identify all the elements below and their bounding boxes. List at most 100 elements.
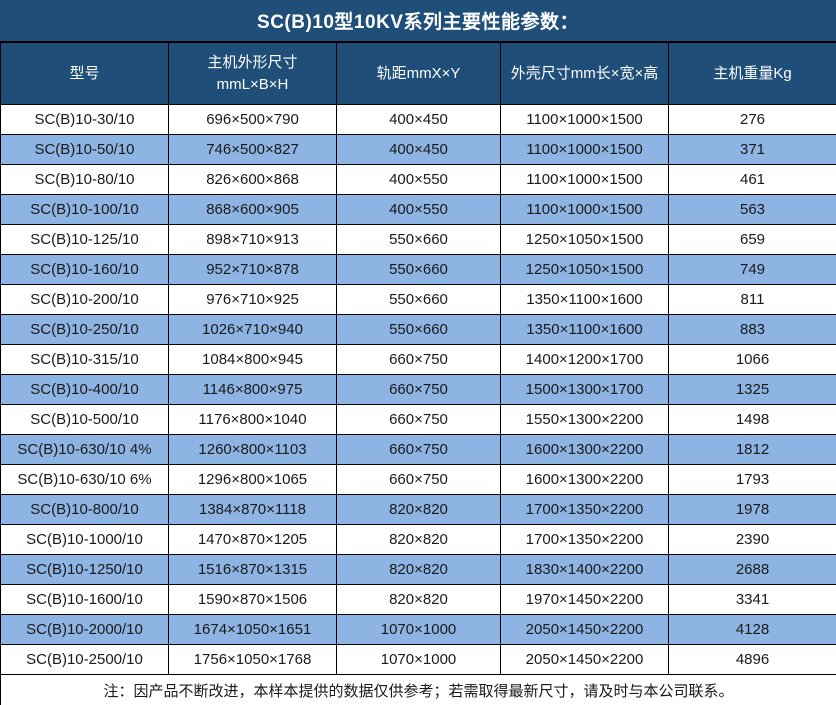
table-row: SC(B)10-2000/10 1674×1050×1651 1070×1000… <box>0 614 836 645</box>
cell-track-gauge: 820×820 <box>336 494 501 525</box>
cell-weight: 2688 <box>668 554 836 585</box>
table-row: SC(B)10-30/10 696×500×790 400×450 1100×1… <box>0 104 836 135</box>
cell-model: SC(B)10-1000/10 <box>0 524 169 555</box>
cell-unit-size: 746×500×827 <box>168 134 337 165</box>
cell-shell-size: 1250×1050×1500 <box>500 254 669 285</box>
cell-weight: 883 <box>668 314 836 345</box>
table-row: SC(B)10-1000/10 1470×870×1205 820×820 17… <box>0 524 836 555</box>
cell-model: SC(B)10-630/10 6% <box>0 464 169 495</box>
cell-model: SC(B)10-2000/10 <box>0 614 169 645</box>
cell-unit-size: 696×500×790 <box>168 104 337 135</box>
cell-weight: 1812 <box>668 434 836 465</box>
cell-shell-size: 2050×1450×2200 <box>500 644 669 675</box>
cell-track-gauge: 820×820 <box>336 554 501 585</box>
cell-shell-size: 1700×1350×2200 <box>500 524 669 555</box>
cell-shell-size: 1970×1450×2200 <box>500 584 669 615</box>
cell-shell-size: 1500×1300×1700 <box>500 374 669 405</box>
table-row: SC(B)10-200/10 976×710×925 550×660 1350×… <box>0 284 836 315</box>
cell-shell-size: 1100×1000×1500 <box>500 164 669 195</box>
cell-track-gauge: 660×750 <box>336 374 501 405</box>
column-header-model: 型号 <box>0 42 169 105</box>
cell-unit-size: 1516×870×1315 <box>168 554 337 585</box>
cell-track-gauge: 820×820 <box>336 584 501 615</box>
cell-model: SC(B)10-630/10 4% <box>0 434 169 465</box>
table-row: SC(B)10-630/10 6% 1296×800×1065 660×750 … <box>0 464 836 495</box>
spec-table: 型号 主机外形尺寸 mmL×B×H 轨距mmX×Y 外壳尺寸mm长×宽×高 主机… <box>0 42 836 705</box>
cell-model: SC(B)10-125/10 <box>0 224 169 255</box>
table-row: SC(B)10-80/10 826×600×868 400×550 1100×1… <box>0 164 836 195</box>
cell-model: SC(B)10-400/10 <box>0 374 169 405</box>
cell-unit-size: 1296×800×1065 <box>168 464 337 495</box>
note-text: 注：因产品不断改进，本样本提供的数据仅供参考；若需取得最新尺寸，请及时与本公司联… <box>0 674 836 705</box>
cell-weight: 4128 <box>668 614 836 645</box>
cell-shell-size: 2050×1450×2200 <box>500 614 669 645</box>
column-header-unit-size: 主机外形尺寸 mmL×B×H <box>168 42 337 105</box>
table-row: SC(B)10-400/10 1146×800×975 660×750 1500… <box>0 374 836 405</box>
cell-unit-size: 1084×800×945 <box>168 344 337 375</box>
cell-weight: 3341 <box>668 584 836 615</box>
cell-weight: 749 <box>668 254 836 285</box>
column-header-unit-size-line1: 主机外形尺寸 <box>207 53 298 71</box>
cell-unit-size: 1470×870×1205 <box>168 524 337 555</box>
cell-track-gauge: 400×450 <box>336 134 501 165</box>
cell-unit-size: 1590×870×1506 <box>168 584 337 615</box>
cell-unit-size: 1146×800×975 <box>168 374 337 405</box>
cell-unit-size: 952×710×878 <box>168 254 337 285</box>
cell-shell-size: 1250×1050×1500 <box>500 224 669 255</box>
cell-shell-size: 1600×1300×2200 <box>500 464 669 495</box>
cell-model: SC(B)10-50/10 <box>0 134 169 165</box>
cell-weight: 4896 <box>668 644 836 675</box>
cell-track-gauge: 550×660 <box>336 314 501 345</box>
table-row: SC(B)10-315/10 1084×800×945 660×750 1400… <box>0 344 836 375</box>
cell-model: SC(B)10-80/10 <box>0 164 169 195</box>
cell-track-gauge: 1070×1000 <box>336 644 501 675</box>
cell-track-gauge: 400×550 <box>336 194 501 225</box>
cell-weight: 276 <box>668 104 836 135</box>
cell-unit-size: 826×600×868 <box>168 164 337 195</box>
cell-shell-size: 1600×1300×2200 <box>500 434 669 465</box>
cell-weight: 563 <box>668 194 836 225</box>
cell-model: SC(B)10-160/10 <box>0 254 169 285</box>
cell-shell-size: 1100×1000×1500 <box>500 134 669 165</box>
cell-weight: 1325 <box>668 374 836 405</box>
table-row: SC(B)10-1600/10 1590×870×1506 820×820 19… <box>0 584 836 615</box>
cell-shell-size: 1700×1350×2200 <box>500 494 669 525</box>
page-title: SC(B)10型10KV系列主要性能参数： <box>0 0 836 42</box>
cell-model: SC(B)10-800/10 <box>0 494 169 525</box>
cell-shell-size: 1830×1400×2200 <box>500 554 669 585</box>
cell-model: SC(B)10-30/10 <box>0 104 169 135</box>
cell-track-gauge: 820×820 <box>336 524 501 555</box>
table-row: SC(B)10-50/10 746×500×827 400×450 1100×1… <box>0 134 836 165</box>
cell-shell-size: 1550×1300×2200 <box>500 404 669 435</box>
cell-weight: 1498 <box>668 404 836 435</box>
cell-weight: 1978 <box>668 494 836 525</box>
table-body: SC(B)10-30/10 696×500×790 400×450 1100×1… <box>0 104 836 675</box>
table-header: 型号 主机外形尺寸 mmL×B×H 轨距mmX×Y 外壳尺寸mm长×宽×高 主机… <box>0 42 836 105</box>
table-row: SC(B)10-250/10 1026×710×940 550×660 1350… <box>0 314 836 345</box>
column-header-unit-size-line2: mmL×B×H <box>216 75 289 93</box>
cell-weight: 1793 <box>668 464 836 495</box>
cell-weight: 811 <box>668 284 836 315</box>
cell-unit-size: 868×600×905 <box>168 194 337 225</box>
cell-unit-size: 1260×800×1103 <box>168 434 337 465</box>
column-header-track-gauge: 轨距mmX×Y <box>336 42 501 105</box>
cell-track-gauge: 550×660 <box>336 224 501 255</box>
table-row: SC(B)10-1250/10 1516×870×1315 820×820 18… <box>0 554 836 585</box>
cell-unit-size: 1756×1050×1768 <box>168 644 337 675</box>
cell-track-gauge: 660×750 <box>336 344 501 375</box>
cell-track-gauge: 1070×1000 <box>336 614 501 645</box>
cell-model: SC(B)10-1250/10 <box>0 554 169 585</box>
table-row: SC(B)10-100/10 868×600×905 400×550 1100×… <box>0 194 836 225</box>
cell-track-gauge: 660×750 <box>336 464 501 495</box>
cell-model: SC(B)10-200/10 <box>0 284 169 315</box>
cell-track-gauge: 400×450 <box>336 104 501 135</box>
cell-unit-size: 976×710×925 <box>168 284 337 315</box>
cell-model: SC(B)10-315/10 <box>0 344 169 375</box>
table-row: SC(B)10-125/10 898×710×913 550×660 1250×… <box>0 224 836 255</box>
table-row: SC(B)10-160/10 952×710×878 550×660 1250×… <box>0 254 836 285</box>
cell-track-gauge: 550×660 <box>336 254 501 285</box>
cell-model: SC(B)10-100/10 <box>0 194 169 225</box>
cell-unit-size: 1384×870×1118 <box>168 494 337 525</box>
cell-unit-size: 1026×710×940 <box>168 314 337 345</box>
